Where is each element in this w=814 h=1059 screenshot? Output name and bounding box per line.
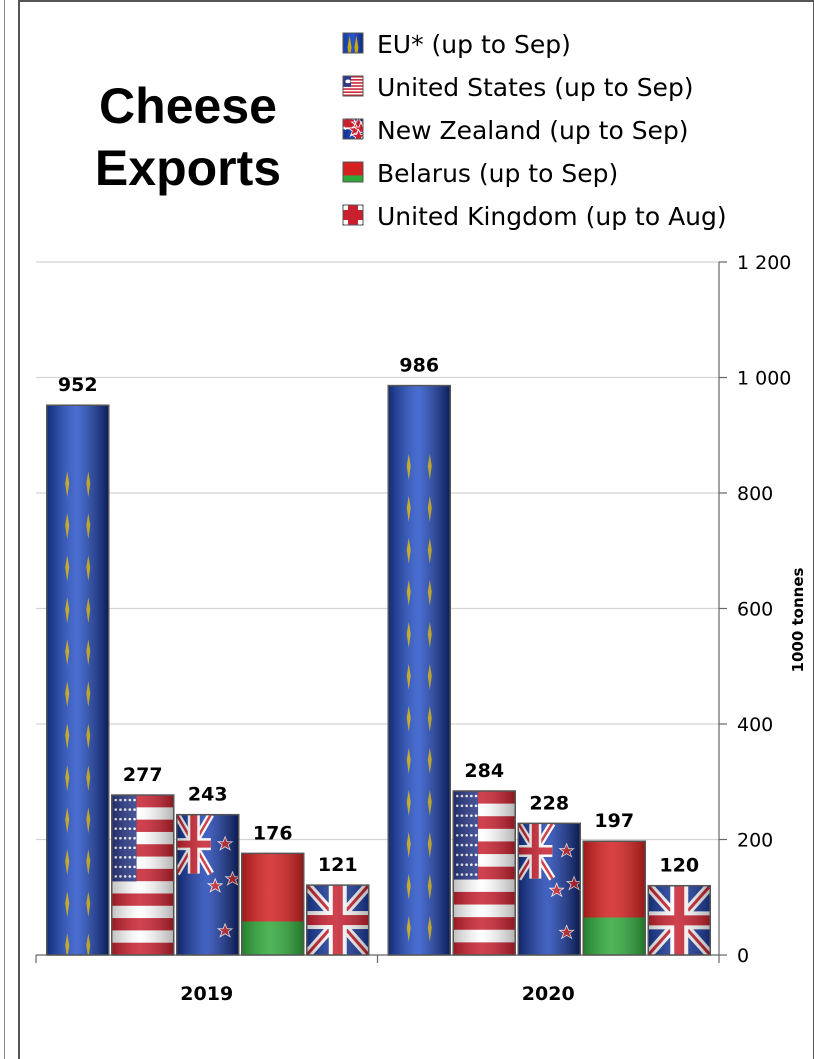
legend-label: EU* (up to Sep) <box>377 30 571 59</box>
data-label: 176 <box>253 822 293 844</box>
legend-item: United States (up to Sep) <box>342 73 694 102</box>
chart-title-line: Cheese <box>99 78 277 134</box>
x-axis: 2019 2020 <box>180 983 574 1005</box>
legend-label: Belarus (up to Sep) <box>377 159 618 188</box>
legend-item: EU* (up to Sep) <box>342 30 571 59</box>
data-label: 228 <box>529 792 569 814</box>
bar-nz-2019 <box>176 813 240 956</box>
data-label: 284 <box>464 760 504 782</box>
legend-swatch-us-flag <box>342 75 364 97</box>
bars <box>46 384 711 956</box>
data-label: 986 <box>399 355 439 377</box>
legend-item: United Kingdom (up to Aug) <box>342 202 727 231</box>
legend-label: United States (up to Sep) <box>377 73 694 102</box>
x-tick-label: 2020 <box>522 983 575 1005</box>
data-label: 197 <box>594 810 634 832</box>
y-axis-label: 1000 tonnes <box>789 567 807 672</box>
outer-frame-line <box>4 0 5 1059</box>
bar-by-2020 <box>582 840 646 956</box>
data-label: 120 <box>659 855 699 877</box>
bar-nz-2020 <box>517 822 581 956</box>
gridlines <box>36 261 719 841</box>
chart-title: Cheese Exports <box>95 78 281 196</box>
legend-swatch-eu-flag <box>342 32 364 54</box>
legend-item: Belarus (up to Sep) <box>342 159 618 188</box>
y-tick-label: 0 <box>737 945 749 967</box>
legend-label: United Kingdom (up to Aug) <box>377 202 727 231</box>
data-label: 121 <box>318 854 358 876</box>
bar-us-2020 <box>452 790 516 956</box>
bar-eu-2020 <box>387 384 451 956</box>
data-label: 952 <box>58 374 98 396</box>
y-tick-label: 200 <box>737 830 773 852</box>
bar-uk-2020 <box>647 884 711 956</box>
y-tick-label: 400 <box>737 714 773 736</box>
chart-frame-top <box>18 0 814 2</box>
legend-swatch-nz-flag <box>342 118 364 140</box>
y-tick-label: 600 <box>737 599 773 621</box>
y-tick-label: 1 000 <box>737 368 791 390</box>
bar-by-2019 <box>241 852 305 956</box>
data-label: 243 <box>188 784 228 806</box>
legend-swatch-uk-flag <box>342 204 364 226</box>
legend: EU* (up to Sep) United States (up to Sep)… <box>342 30 727 231</box>
bar-us-2019 <box>111 794 175 956</box>
legend-label: New Zealand (up to Sep) <box>377 116 689 145</box>
legend-swatch-by-flag <box>342 161 364 183</box>
legend-item: New Zealand (up to Sep) <box>342 116 689 145</box>
x-tick-label: 2019 <box>180 983 233 1005</box>
data-label: 277 <box>123 764 163 786</box>
data-labels: 952 277 243 176 121 986 284 228 197 120 <box>58 355 699 877</box>
chart-title-line: Exports <box>95 140 281 196</box>
bar-uk-2019 <box>306 884 370 956</box>
y-tick-label: 1 200 <box>737 252 791 274</box>
bar-eu-2019 <box>46 404 110 956</box>
y-tick-label: 800 <box>737 483 773 505</box>
